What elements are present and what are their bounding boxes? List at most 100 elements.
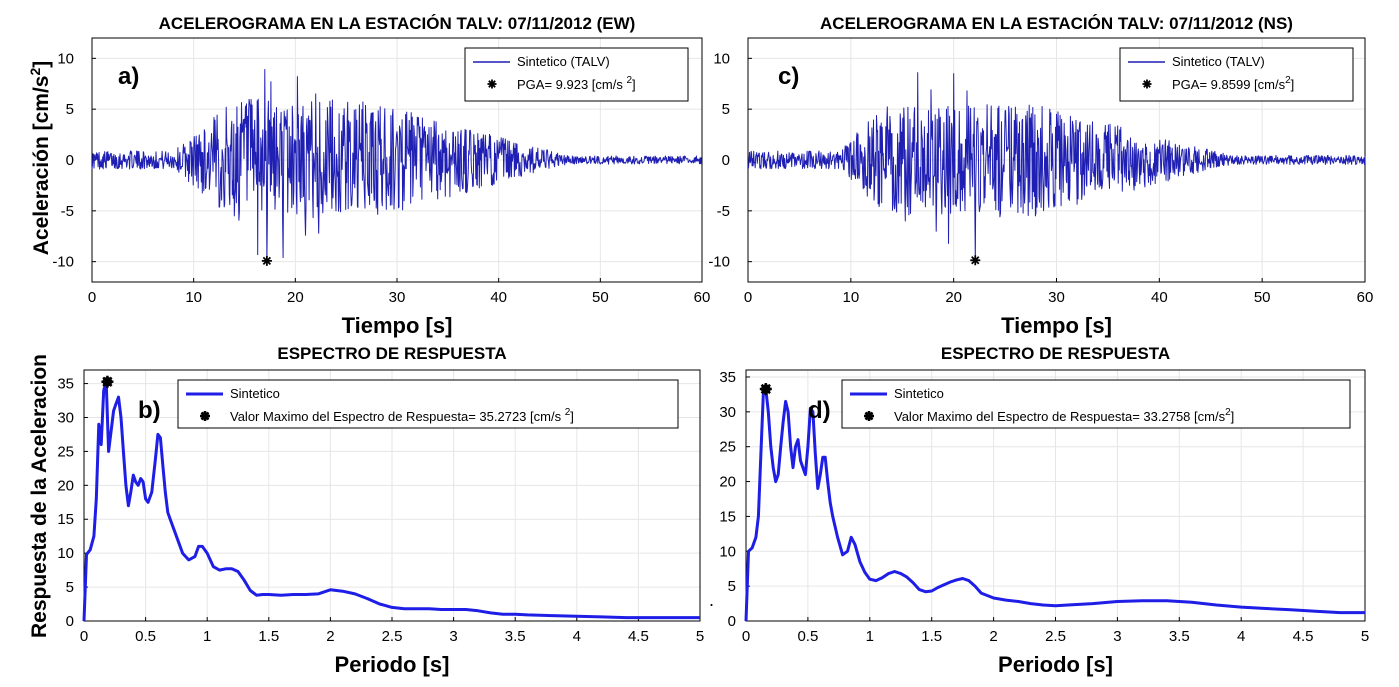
legend-box	[1119, 47, 1354, 102]
series-line-a	[91, 69, 703, 262]
peak-marker-stroke	[760, 383, 771, 395]
y-tick-label: 25	[57, 443, 74, 460]
chart-title: ESPECTRO DE RESPUESTA	[277, 344, 506, 363]
legend-peak-marker-stroke	[200, 411, 210, 421]
legend-peak-marker-stroke	[864, 411, 874, 421]
y-tick-label: 15	[719, 508, 736, 525]
x-tick-label: 50	[592, 289, 609, 306]
x-tick-label: 1	[866, 628, 874, 645]
legend-peak-marker	[200, 411, 210, 421]
legend: Sintetico Valor Maximo del Espectro de Re…	[841, 379, 1351, 429]
x-tick-label: 0	[80, 628, 88, 645]
y-tick-label: 5	[728, 578, 736, 595]
legend-peak-label-sup: 2	[1225, 407, 1231, 418]
y-tick-label: -5	[717, 203, 730, 220]
legend-peak-marker	[487, 79, 497, 89]
y-tick-label: 5	[66, 579, 74, 596]
panel-letter: b)	[138, 397, 161, 424]
x-tick-label: 30	[389, 289, 406, 306]
peak-marker-stroke	[102, 376, 113, 387]
legend-peak-label-base: PGA= 9.8599 [cm/s	[1172, 77, 1286, 92]
y-tick-label: 0	[728, 613, 736, 630]
x-tick-label: 2	[989, 628, 997, 645]
legend-peak-label: PGA= 9.923 [cm/s 2]	[517, 75, 636, 92]
y-axis-label-acceleration: Aceleración [cm/s2]	[27, 61, 53, 256]
legend: Sintetico Valor Maximo del Espectro de Re…	[177, 379, 679, 429]
x-tick-label: 4.5	[628, 628, 649, 645]
panel-letter: c)	[778, 63, 799, 90]
y-tick-label: 10	[57, 50, 74, 67]
legend-series-name: Sintetico	[894, 386, 944, 401]
peak-marker-stroke	[262, 256, 272, 266]
y-tick-label: 10	[57, 545, 74, 562]
y-tick-label: 5	[722, 101, 730, 118]
y-tick-label: 35	[719, 369, 736, 386]
legend-peak-marker-stroke	[1143, 80, 1151, 88]
peak-marker	[759, 382, 772, 395]
panel-letter: a)	[118, 63, 139, 90]
x-tick-label: 2.5	[382, 628, 403, 645]
stray-dot: .	[709, 590, 714, 610]
peak-marker	[101, 375, 114, 388]
x-tick-label: 3.5	[505, 628, 526, 645]
legend-peak-marker	[1142, 79, 1152, 89]
x-tick-label: 0	[742, 628, 750, 645]
legend-peak-label: Valor Maximo del Espectro de Respuesta= …	[230, 407, 574, 424]
legend-box	[177, 379, 679, 429]
y-tick-label: 15	[57, 511, 74, 528]
legend-series-name: Sintetico	[230, 386, 280, 401]
legend-peak-label-end: ]	[570, 409, 574, 424]
y-tick-label: 30	[57, 409, 74, 426]
legend-box	[841, 379, 1351, 429]
legend-peak-label-base: Valor Maximo del Espectro de Respuesta= …	[230, 409, 565, 424]
legend-peak-marker	[864, 411, 874, 421]
y-tick-label: -5	[61, 203, 74, 220]
y-tick-label: -10	[708, 254, 730, 271]
x-axis-label: Tiempo [s]	[1001, 313, 1112, 338]
series-line-c	[747, 72, 1366, 261]
y-tick-label: 0	[722, 152, 730, 169]
y-tick-label: 10	[713, 50, 730, 67]
y-tick-label: 5	[66, 101, 74, 118]
y-axis-label-response: Respuesta de la Aceleracion	[28, 354, 51, 638]
legend-peak-marker-stroke	[488, 80, 496, 88]
chart-title: ACELEROGRAMA EN LA ESTACIÓN TALV: 07/11/…	[820, 14, 1293, 33]
y-tick-label: 30	[719, 404, 736, 421]
x-tick-label: 0	[88, 289, 96, 306]
series-line-d	[744, 387, 1365, 622]
y-tick-label: 0	[66, 152, 74, 169]
x-axis-label: Periodo [s]	[998, 652, 1113, 677]
legend-peak-label-sup: 2	[626, 75, 632, 86]
x-tick-label: 1.5	[258, 628, 279, 645]
x-tick-label: 20	[945, 289, 962, 306]
x-tick-label: 40	[490, 289, 507, 306]
legend-peak-label-sup: 2	[1285, 75, 1291, 86]
x-tick-label: 30	[1048, 289, 1065, 306]
legend-peak-label: Valor Maximo del Espectro de Respuesta= …	[894, 407, 1234, 424]
legend-peak-label-end: ]	[1291, 77, 1295, 92]
x-tick-label: 40	[1151, 289, 1168, 306]
legend-peak-label-base: Valor Maximo del Espectro de Respuesta= …	[894, 409, 1226, 424]
peak-marker	[970, 255, 981, 266]
y-tick-label: 20	[719, 474, 736, 491]
legend-series-name: Sintetico (TALV)	[1172, 54, 1265, 69]
legend: Sintetico (TALV) PGA= 9.8599 [cm/s2]	[1119, 47, 1354, 102]
legend-peak-label-sup: 2	[565, 407, 571, 418]
panel-d-response-spectrum: 0 0.5 1 1.5 2 2.5 3 3.5 4 4.5 5 35 30 25 20 15 10 5 0 ESPEC…	[719, 344, 1369, 677]
y-tick-label: 0	[66, 613, 74, 630]
x-tick-label: 3	[449, 628, 457, 645]
legend-series-name: Sintetico (TALV)	[517, 54, 610, 69]
x-tick-label: 4.5	[1293, 628, 1314, 645]
x-tick-label: 5	[1361, 628, 1369, 645]
x-tick-label: 60	[694, 289, 711, 306]
chart-title: ESPECTRO DE RESPUESTA	[941, 344, 1170, 363]
x-axis-label: Tiempo [s]	[342, 313, 453, 338]
x-tick-label: 60	[1357, 289, 1374, 306]
x-tick-label: 20	[287, 289, 304, 306]
legend-peak-label-base: PGA= 9.923 [cm/s	[517, 77, 626, 92]
peak-marker-stroke	[971, 256, 980, 265]
y-tick-label: 25	[719, 439, 736, 456]
